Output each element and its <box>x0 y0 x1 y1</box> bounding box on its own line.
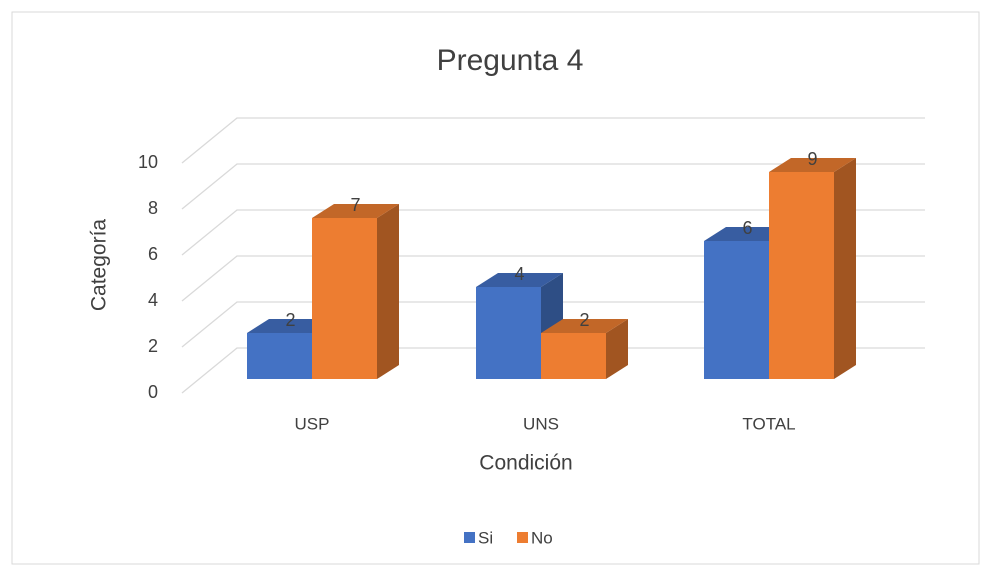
grid-line <box>181 301 925 348</box>
bar-face <box>606 319 628 379</box>
y-tick-label: 2 <box>148 336 158 356</box>
bar-face <box>312 204 399 218</box>
y-tick-label: 10 <box>138 152 158 172</box>
data-label: 2 <box>285 310 295 330</box>
bar-face <box>247 333 312 379</box>
data-label: 4 <box>514 264 524 284</box>
y-tick-label: 0 <box>148 382 158 402</box>
bar-face <box>476 287 541 379</box>
y-tick-label: 6 <box>148 244 158 264</box>
bar-face <box>769 158 856 172</box>
bar <box>769 158 856 379</box>
grid-line <box>181 209 925 256</box>
bar-face <box>834 158 856 379</box>
data-label: 2 <box>579 310 589 330</box>
y-tick-label: 4 <box>148 290 158 310</box>
bar <box>312 204 399 379</box>
grid-line <box>181 255 925 302</box>
grid-line <box>181 347 925 394</box>
x-tick-label: UNS <box>523 414 559 433</box>
bar-face <box>541 333 606 379</box>
y-tick-label: 8 <box>148 198 158 218</box>
legend-label: Si <box>478 528 493 547</box>
bar <box>541 319 628 379</box>
data-label: 7 <box>350 195 360 215</box>
bar-face <box>769 172 834 379</box>
x-tick-label: TOTAL <box>742 414 795 433</box>
data-label: 9 <box>807 149 817 169</box>
legend-label: No <box>531 528 553 547</box>
x-tick-label: USP <box>295 414 330 433</box>
x-axis-label: Condición <box>479 452 572 475</box>
chart-title: Pregunta 4 <box>437 44 584 77</box>
legend-swatch <box>517 532 528 543</box>
y-axis-label: Categoría <box>88 219 111 312</box>
bar-face <box>377 204 399 379</box>
grid-line <box>181 117 925 164</box>
bar-face <box>312 218 377 379</box>
grid-line <box>181 163 925 210</box>
bar-face <box>704 241 769 379</box>
data-label: 6 <box>742 218 752 238</box>
legend-swatch <box>464 532 475 543</box>
bar-face <box>541 319 628 333</box>
bar-face <box>476 273 563 287</box>
